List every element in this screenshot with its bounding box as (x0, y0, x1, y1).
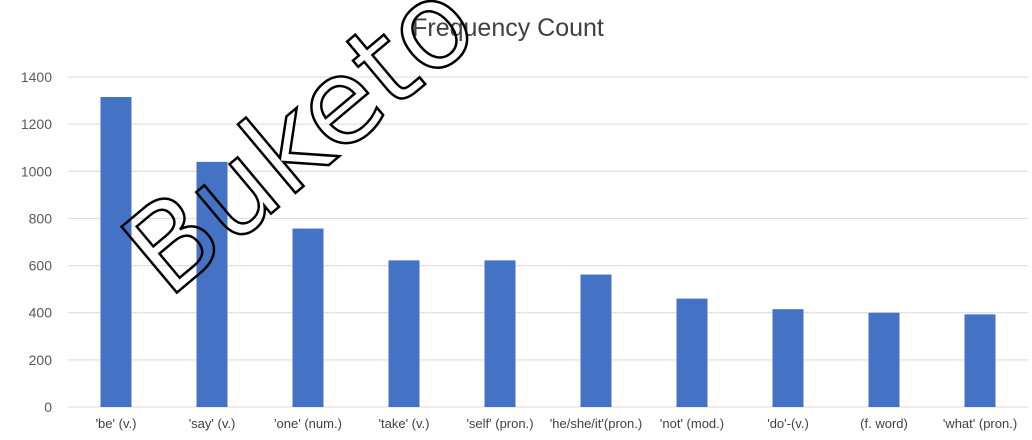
y-tick-label: 0 (44, 399, 52, 415)
bars (100, 97, 996, 408)
y-tick-label: 1200 (21, 116, 52, 132)
bar (196, 161, 228, 407)
x-axis-ticks: 'be' (v.) 'say' (v.) 'one' (num.) 'take' (v… (96, 416, 1018, 431)
chart-title: Frequency Count (412, 14, 604, 42)
x-tick-label: 'be' (v.) (96, 416, 137, 431)
x-tick-label: 'say' (v.) (189, 416, 236, 431)
bar (868, 312, 900, 407)
y-tick-label: 1400 (21, 69, 52, 85)
y-axis-ticks: 0 200 400 600 800 1000 1200 1400 (21, 69, 52, 415)
bar (580, 274, 612, 407)
x-tick-label: 'what' (pron.) (943, 416, 1017, 431)
x-tick-label: 'he/she/it'(pron.) (550, 416, 642, 431)
bar (484, 260, 516, 407)
x-tick-label: 'do'-(v.) (767, 416, 809, 431)
x-tick-label: 'one' (num.) (274, 416, 342, 431)
y-tick-label: 200 (29, 352, 53, 368)
x-tick-label: 'not' (mod.) (660, 416, 724, 431)
gridlines (68, 76, 1028, 408)
bar (772, 309, 804, 407)
x-tick-label: 'self' (pron.) (466, 416, 533, 431)
bar (964, 314, 996, 407)
bar (388, 260, 420, 407)
y-tick-label: 400 (29, 305, 53, 321)
x-tick-label: 'take' (v.) (379, 416, 430, 431)
y-tick-label: 600 (29, 258, 53, 274)
y-tick-label: 800 (29, 210, 53, 226)
bar (100, 97, 132, 408)
bar (292, 228, 324, 407)
y-tick-label: 1000 (21, 163, 52, 179)
x-tick-label: (f. word) (860, 416, 908, 431)
bar (676, 298, 708, 407)
